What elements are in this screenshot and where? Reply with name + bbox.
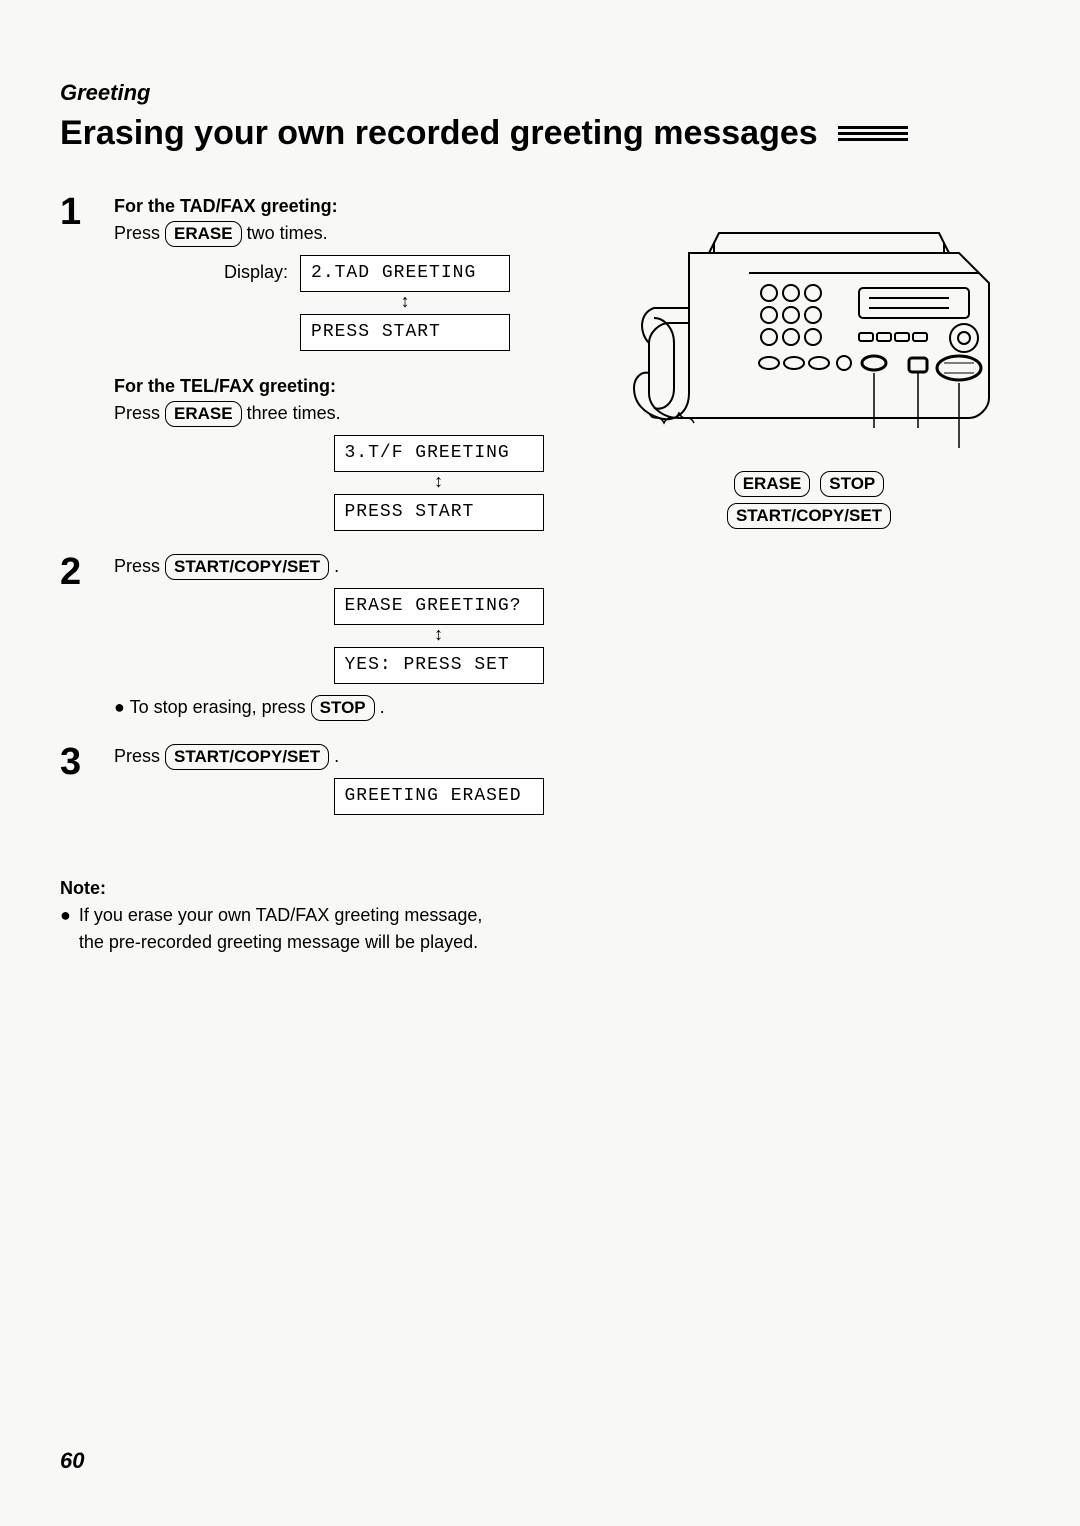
step-number: 2 xyxy=(60,553,94,721)
title-text: Erasing your own recorded greeting messa… xyxy=(60,114,818,153)
steps-column: 1 For the TAD/FAX greeting: Press ERASE … xyxy=(60,193,588,956)
page-title: Erasing your own recorded greeting messa… xyxy=(60,114,1020,153)
press-suffix: . xyxy=(334,746,339,766)
page-number: 60 xyxy=(60,1448,84,1474)
step-number: 1 xyxy=(60,193,94,531)
lcd-display: PRESS START xyxy=(300,314,510,351)
erase-button-label: ERASE xyxy=(734,471,811,497)
press-instruction: Press START/COPY/SET . xyxy=(114,553,588,580)
fax-device-illustration: ERASE STOP START/COPY/SET xyxy=(619,213,999,529)
press-suffix: two times. xyxy=(247,223,328,243)
note-line: If you erase your own TAD/FAX greeting m… xyxy=(79,902,483,929)
lcd-display: GREETING ERASED xyxy=(334,778,544,815)
step-2: 2 Press START/COPY/SET . ERASE GREETING?… xyxy=(60,553,588,721)
lcd-display: 2.TAD GREETING xyxy=(300,255,510,292)
step-number: 3 xyxy=(60,743,94,815)
step-3: 3 Press START/COPY/SET . GREETING ERASED xyxy=(60,743,588,815)
bullet-icon: ● xyxy=(114,697,125,717)
tadfax-instruction: Press ERASE two times. xyxy=(114,220,588,247)
stop-prefix: To stop erasing, press xyxy=(130,697,311,717)
start-button-label: START/COPY/SET xyxy=(727,503,891,529)
press-prefix: Press xyxy=(114,403,165,423)
lcd-display: YES: PRESS SET xyxy=(334,647,544,684)
press-instruction: Press START/COPY/SET . xyxy=(114,743,588,770)
lcd-display: 3.T/F GREETING xyxy=(334,435,544,472)
telfax-heading: For the TEL/FAX greeting: xyxy=(114,373,588,400)
tadfax-heading: For the TAD/FAX greeting: xyxy=(114,193,588,220)
press-prefix: Press xyxy=(114,556,165,576)
section-label: Greeting xyxy=(60,80,1020,106)
note-block: Note: ● If you erase your own TAD/FAX gr… xyxy=(60,875,588,956)
arrow-icon: ↕ xyxy=(400,294,411,312)
lcd-display: PRESS START xyxy=(334,494,544,531)
stop-suffix: . xyxy=(380,697,385,717)
press-suffix: three times. xyxy=(247,403,341,423)
press-prefix: Press xyxy=(114,746,165,766)
telfax-instruction: Press ERASE three times. xyxy=(114,400,588,427)
fax-machine-icon xyxy=(619,213,999,463)
note-title: Note: xyxy=(60,875,588,902)
title-rule-icon xyxy=(838,126,908,141)
arrow-icon: ↕ xyxy=(433,474,444,492)
bullet-icon: ● xyxy=(60,902,71,956)
stop-button-label: STOP xyxy=(820,471,884,497)
press-prefix: Press xyxy=(114,223,165,243)
step-1: 1 For the TAD/FAX greeting: Press ERASE … xyxy=(60,193,588,531)
start-copy-set-key: START/COPY/SET xyxy=(165,744,329,770)
arrow-icon: ↕ xyxy=(433,627,444,645)
press-suffix: . xyxy=(334,556,339,576)
display-label: Display: xyxy=(224,255,288,286)
lcd-display: ERASE GREETING? xyxy=(334,588,544,625)
erase-key: ERASE xyxy=(165,221,242,247)
stop-note: ● To stop erasing, press STOP . xyxy=(114,694,588,721)
start-copy-set-key: START/COPY/SET xyxy=(165,554,329,580)
note-line: the pre-recorded greeting message will b… xyxy=(79,929,483,956)
stop-key: STOP xyxy=(311,695,375,721)
erase-key: ERASE xyxy=(165,401,242,427)
